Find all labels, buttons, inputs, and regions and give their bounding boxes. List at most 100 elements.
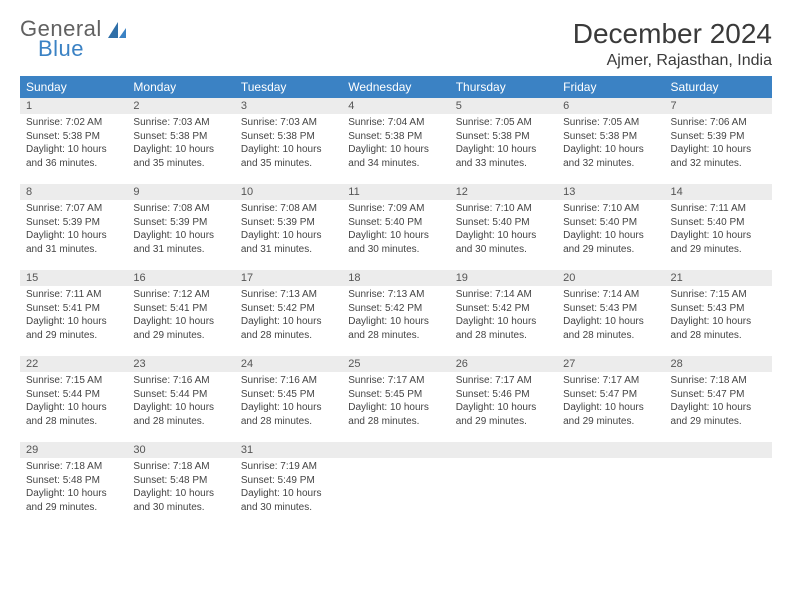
sunrise-line: Sunrise: 7:05 AM bbox=[563, 116, 658, 130]
day-number: 21 bbox=[665, 270, 772, 286]
day-details: Sunrise: 7:18 AMSunset: 5:48 PMDaylight:… bbox=[127, 458, 234, 518]
sunset-line: Sunset: 5:46 PM bbox=[456, 388, 551, 402]
sunrise-line: Sunrise: 7:13 AM bbox=[348, 288, 443, 302]
weekday-header: Friday bbox=[557, 76, 664, 98]
sunset-line: Sunset: 5:40 PM bbox=[348, 216, 443, 230]
calendar-day-cell: 23Sunrise: 7:16 AMSunset: 5:44 PMDayligh… bbox=[127, 356, 234, 442]
day-number: 22 bbox=[20, 356, 127, 372]
day-number: 18 bbox=[342, 270, 449, 286]
calendar-day-cell: 24Sunrise: 7:16 AMSunset: 5:45 PMDayligh… bbox=[235, 356, 342, 442]
daylight-line: Daylight: 10 hours and 30 minutes. bbox=[241, 487, 336, 514]
title-block: December 2024 Ajmer, Rajasthan, India bbox=[573, 18, 772, 70]
day-details: Sunrise: 7:17 AMSunset: 5:45 PMDaylight:… bbox=[342, 372, 449, 432]
sunset-line: Sunset: 5:47 PM bbox=[563, 388, 658, 402]
calendar-day-cell: 10Sunrise: 7:08 AMSunset: 5:39 PMDayligh… bbox=[235, 184, 342, 270]
day-details: Sunrise: 7:03 AMSunset: 5:38 PMDaylight:… bbox=[127, 114, 234, 174]
daylight-line: Daylight: 10 hours and 28 minutes. bbox=[133, 401, 228, 428]
sunrise-line: Sunrise: 7:18 AM bbox=[133, 460, 228, 474]
sunset-line: Sunset: 5:44 PM bbox=[133, 388, 228, 402]
day-number: 8 bbox=[20, 184, 127, 200]
calendar-week-row: 15Sunrise: 7:11 AMSunset: 5:41 PMDayligh… bbox=[20, 270, 772, 356]
daylight-line: Daylight: 10 hours and 31 minutes. bbox=[133, 229, 228, 256]
sunset-line: Sunset: 5:39 PM bbox=[671, 130, 766, 144]
day-details: Sunrise: 7:11 AMSunset: 5:40 PMDaylight:… bbox=[665, 200, 772, 260]
daylight-line: Daylight: 10 hours and 34 minutes. bbox=[348, 143, 443, 170]
daylight-line: Daylight: 10 hours and 30 minutes. bbox=[133, 487, 228, 514]
calendar-week-row: 29Sunrise: 7:18 AMSunset: 5:48 PMDayligh… bbox=[20, 442, 772, 528]
calendar-day-cell: 9Sunrise: 7:08 AMSunset: 5:39 PMDaylight… bbox=[127, 184, 234, 270]
day-number: 12 bbox=[450, 184, 557, 200]
sunset-line: Sunset: 5:42 PM bbox=[456, 302, 551, 316]
daylight-line: Daylight: 10 hours and 28 minutes. bbox=[456, 315, 551, 342]
day-details: Sunrise: 7:14 AMSunset: 5:43 PMDaylight:… bbox=[557, 286, 664, 346]
weekday-header: Monday bbox=[127, 76, 234, 98]
month-title: December 2024 bbox=[573, 18, 772, 50]
calendar-day-cell: 22Sunrise: 7:15 AMSunset: 5:44 PMDayligh… bbox=[20, 356, 127, 442]
daylight-line: Daylight: 10 hours and 29 minutes. bbox=[563, 229, 658, 256]
daylight-line: Daylight: 10 hours and 32 minutes. bbox=[563, 143, 658, 170]
sunset-line: Sunset: 5:38 PM bbox=[348, 130, 443, 144]
sunset-line: Sunset: 5:42 PM bbox=[348, 302, 443, 316]
sunrise-line: Sunrise: 7:05 AM bbox=[456, 116, 551, 130]
day-number: 15 bbox=[20, 270, 127, 286]
calendar-day-cell: 7Sunrise: 7:06 AMSunset: 5:39 PMDaylight… bbox=[665, 98, 772, 184]
daylight-line: Daylight: 10 hours and 35 minutes. bbox=[241, 143, 336, 170]
sunrise-line: Sunrise: 7:19 AM bbox=[241, 460, 336, 474]
calendar-day-cell: 19Sunrise: 7:14 AMSunset: 5:42 PMDayligh… bbox=[450, 270, 557, 356]
sunset-line: Sunset: 5:44 PM bbox=[26, 388, 121, 402]
daylight-line: Daylight: 10 hours and 28 minutes. bbox=[26, 401, 121, 428]
sunrise-line: Sunrise: 7:08 AM bbox=[133, 202, 228, 216]
calendar-day-cell: 16Sunrise: 7:12 AMSunset: 5:41 PMDayligh… bbox=[127, 270, 234, 356]
day-details bbox=[665, 458, 772, 464]
day-details: Sunrise: 7:08 AMSunset: 5:39 PMDaylight:… bbox=[127, 200, 234, 260]
day-number: 5 bbox=[450, 98, 557, 114]
day-number bbox=[665, 442, 772, 458]
day-number: 16 bbox=[127, 270, 234, 286]
daylight-line: Daylight: 10 hours and 36 minutes. bbox=[26, 143, 121, 170]
day-details: Sunrise: 7:04 AMSunset: 5:38 PMDaylight:… bbox=[342, 114, 449, 174]
sunset-line: Sunset: 5:42 PM bbox=[241, 302, 336, 316]
day-details: Sunrise: 7:15 AMSunset: 5:43 PMDaylight:… bbox=[665, 286, 772, 346]
sunrise-line: Sunrise: 7:06 AM bbox=[671, 116, 766, 130]
day-details: Sunrise: 7:09 AMSunset: 5:40 PMDaylight:… bbox=[342, 200, 449, 260]
daylight-line: Daylight: 10 hours and 28 minutes. bbox=[348, 315, 443, 342]
day-number: 20 bbox=[557, 270, 664, 286]
day-details: Sunrise: 7:11 AMSunset: 5:41 PMDaylight:… bbox=[20, 286, 127, 346]
calendar-day-cell: 26Sunrise: 7:17 AMSunset: 5:46 PMDayligh… bbox=[450, 356, 557, 442]
sunset-line: Sunset: 5:39 PM bbox=[133, 216, 228, 230]
daylight-line: Daylight: 10 hours and 35 minutes. bbox=[133, 143, 228, 170]
day-number: 7 bbox=[665, 98, 772, 114]
calendar-day-cell: 13Sunrise: 7:10 AMSunset: 5:40 PMDayligh… bbox=[557, 184, 664, 270]
day-number: 9 bbox=[127, 184, 234, 200]
day-number: 25 bbox=[342, 356, 449, 372]
sunset-line: Sunset: 5:40 PM bbox=[563, 216, 658, 230]
day-details: Sunrise: 7:05 AMSunset: 5:38 PMDaylight:… bbox=[450, 114, 557, 174]
sunrise-line: Sunrise: 7:11 AM bbox=[671, 202, 766, 216]
day-number bbox=[450, 442, 557, 458]
day-details: Sunrise: 7:18 AMSunset: 5:48 PMDaylight:… bbox=[20, 458, 127, 518]
sunrise-line: Sunrise: 7:14 AM bbox=[456, 288, 551, 302]
day-number: 30 bbox=[127, 442, 234, 458]
day-details: Sunrise: 7:15 AMSunset: 5:44 PMDaylight:… bbox=[20, 372, 127, 432]
day-number: 29 bbox=[20, 442, 127, 458]
logo: General Blue bbox=[20, 18, 128, 60]
calendar-day-cell: 1Sunrise: 7:02 AMSunset: 5:38 PMDaylight… bbox=[20, 98, 127, 184]
sunrise-line: Sunrise: 7:02 AM bbox=[26, 116, 121, 130]
sunrise-line: Sunrise: 7:08 AM bbox=[241, 202, 336, 216]
sunset-line: Sunset: 5:47 PM bbox=[671, 388, 766, 402]
calendar-day-cell: 21Sunrise: 7:15 AMSunset: 5:43 PMDayligh… bbox=[665, 270, 772, 356]
logo-text: General Blue bbox=[20, 18, 102, 60]
calendar-empty-cell bbox=[342, 442, 449, 528]
day-details: Sunrise: 7:03 AMSunset: 5:38 PMDaylight:… bbox=[235, 114, 342, 174]
daylight-line: Daylight: 10 hours and 29 minutes. bbox=[26, 315, 121, 342]
calendar-day-cell: 11Sunrise: 7:09 AMSunset: 5:40 PMDayligh… bbox=[342, 184, 449, 270]
sunset-line: Sunset: 5:41 PM bbox=[26, 302, 121, 316]
sunset-line: Sunset: 5:41 PM bbox=[133, 302, 228, 316]
sunrise-line: Sunrise: 7:07 AM bbox=[26, 202, 121, 216]
day-details: Sunrise: 7:17 AMSunset: 5:47 PMDaylight:… bbox=[557, 372, 664, 432]
sunset-line: Sunset: 5:43 PM bbox=[671, 302, 766, 316]
sunrise-line: Sunrise: 7:16 AM bbox=[133, 374, 228, 388]
calendar-day-cell: 3Sunrise: 7:03 AMSunset: 5:38 PMDaylight… bbox=[235, 98, 342, 184]
day-details: Sunrise: 7:10 AMSunset: 5:40 PMDaylight:… bbox=[557, 200, 664, 260]
header: General Blue December 2024 Ajmer, Rajast… bbox=[20, 18, 772, 70]
